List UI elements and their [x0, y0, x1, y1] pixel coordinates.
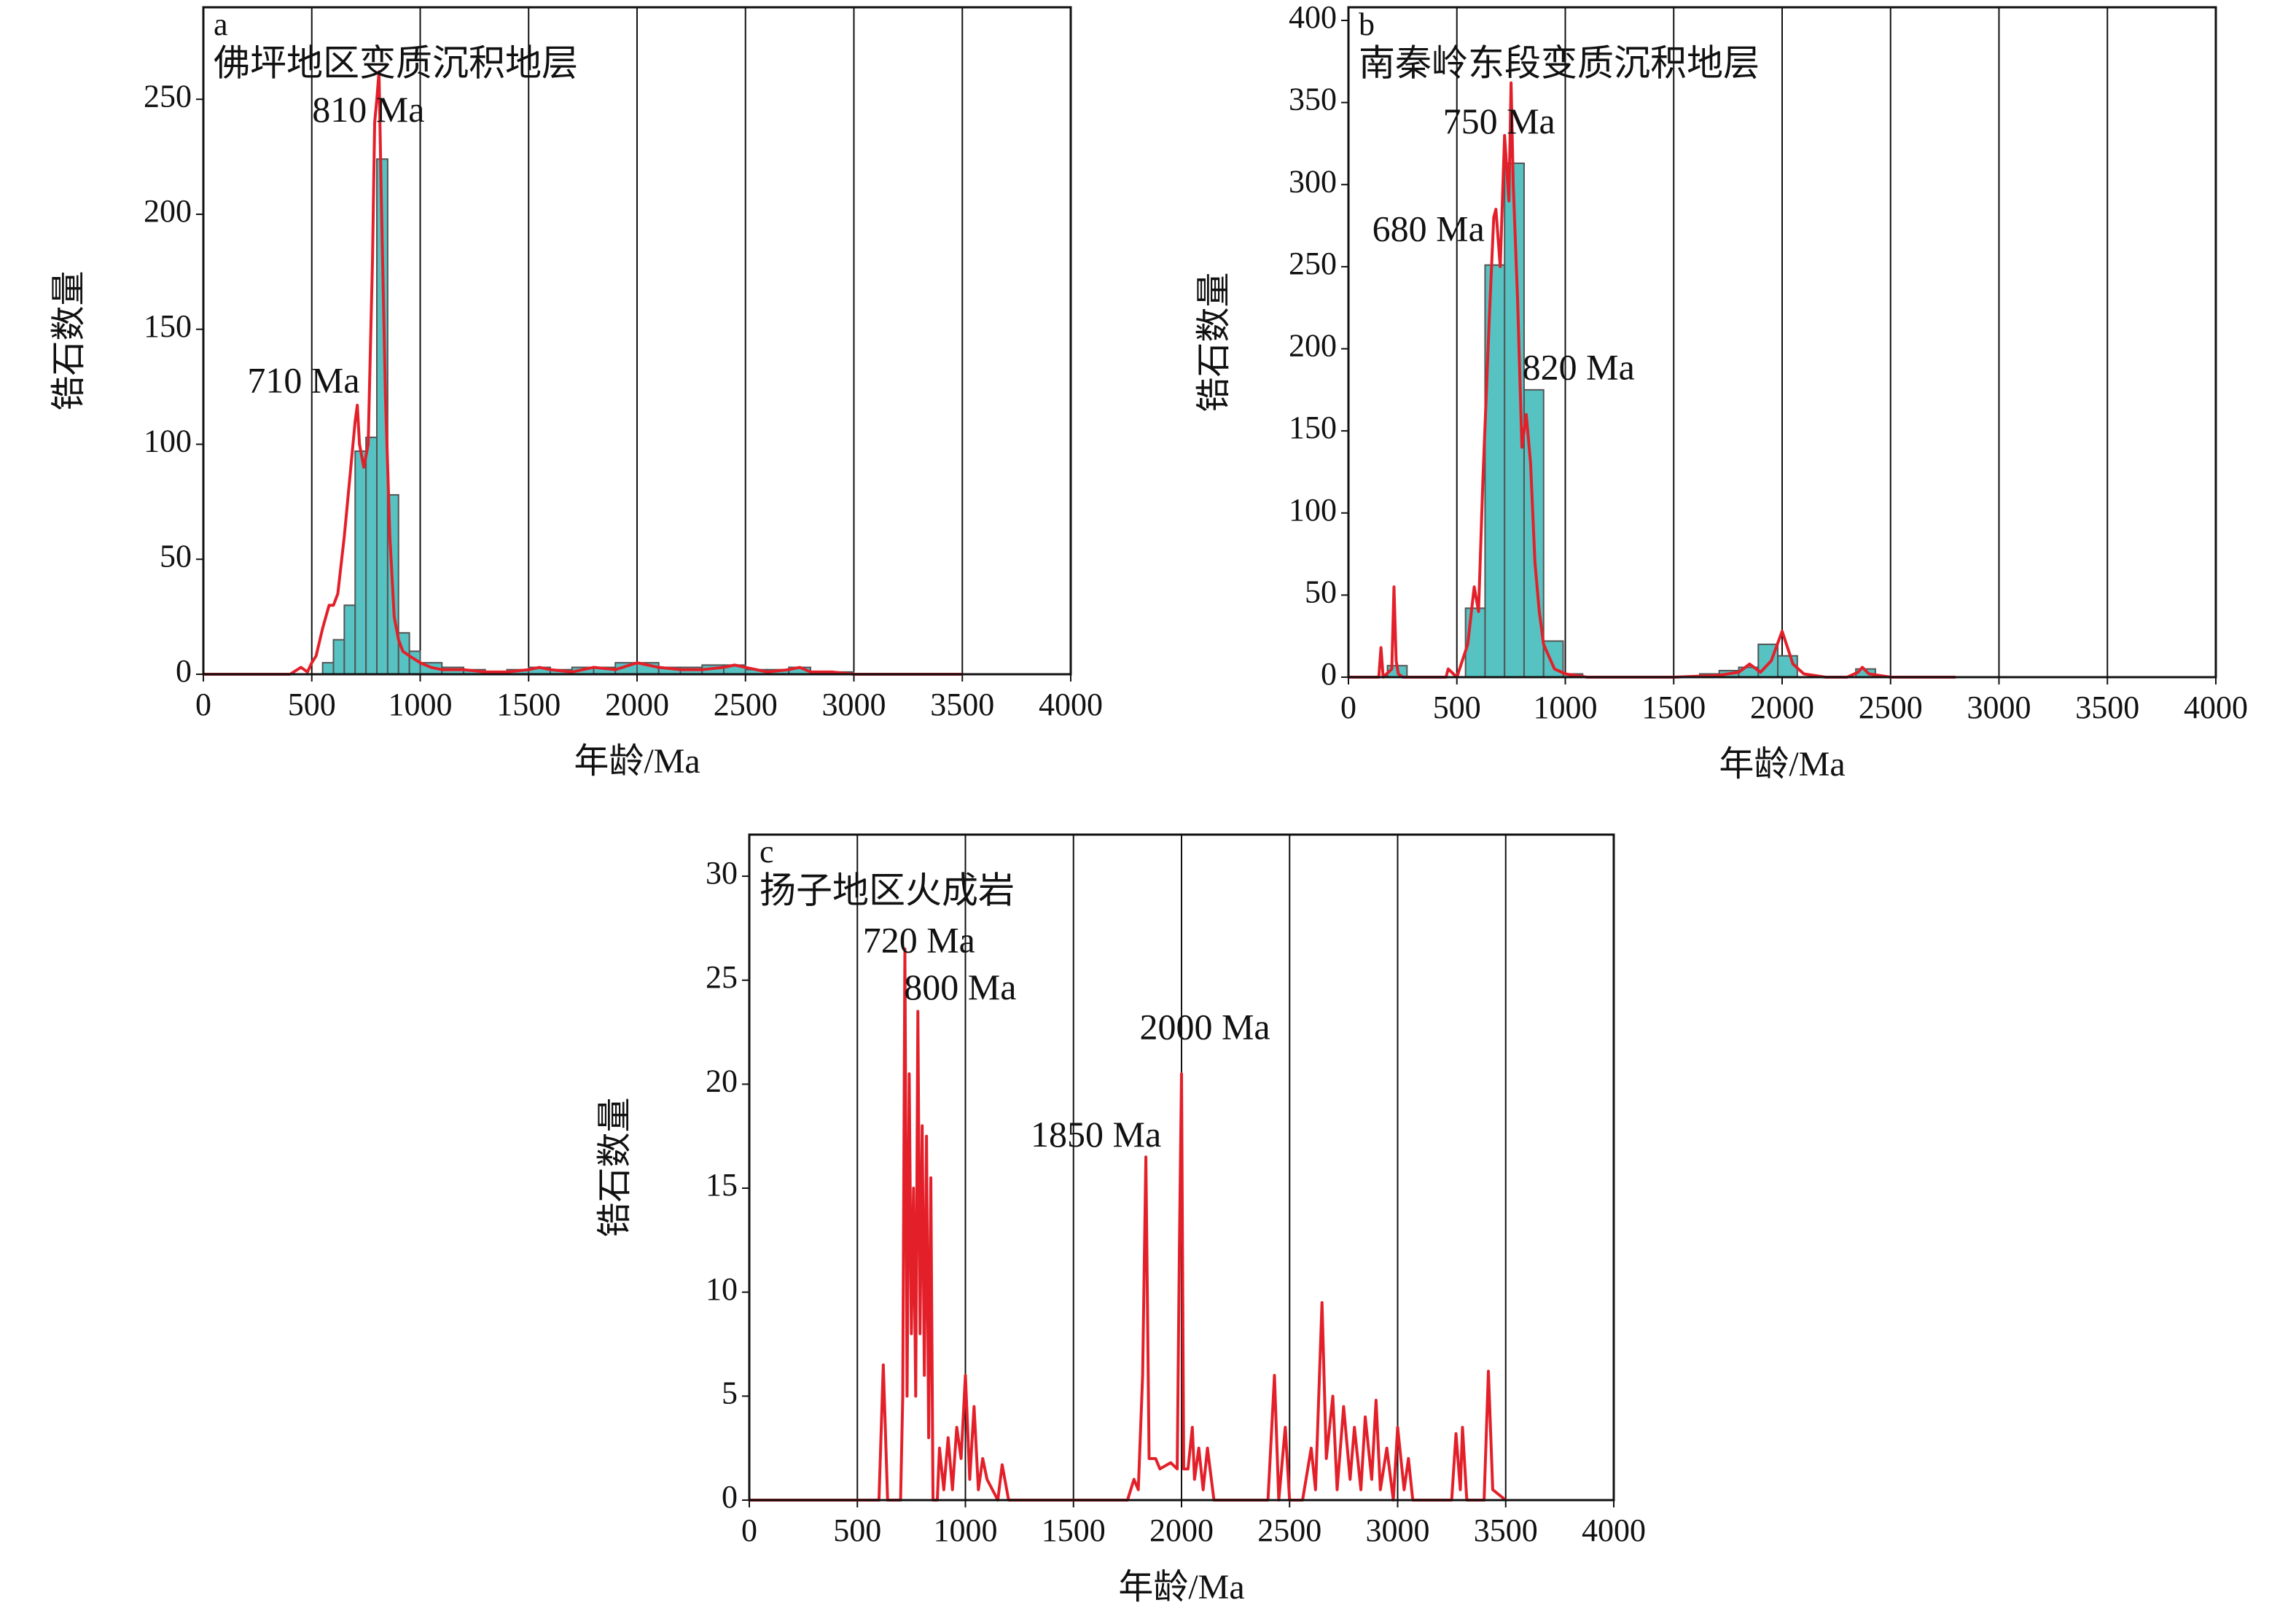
x-tick-label: 4000 [1039, 687, 1103, 722]
y-axis-title: 锆石数量 [50, 270, 88, 410]
x-tick-label: 500 [288, 687, 336, 722]
x-axis-title: 年龄/Ma [1719, 745, 1845, 784]
x-axis-title: 年龄/Ma [574, 742, 700, 781]
y-tick-label: 350 [1289, 82, 1337, 117]
y-tick-label: 15 [706, 1167, 738, 1203]
density-curve [749, 947, 1507, 1502]
x-tick-label: 3500 [930, 687, 994, 722]
peak-annotation: 820 Ma [1523, 347, 1635, 388]
bar [321, 662, 335, 675]
y-tick-label: 50 [1305, 574, 1337, 609]
x-tick-label: 3000 [1967, 690, 2031, 725]
x-tick-label: 4000 [2184, 690, 2248, 725]
y-tick-label: 0 [176, 653, 192, 689]
y-tick-label: 250 [144, 78, 192, 114]
y-tick-label: 50 [160, 538, 192, 574]
y-tick-label: 30 [706, 855, 738, 891]
x-tick-label: 0 [741, 1513, 757, 1548]
y-axis-title: 锆石数量 [1195, 272, 1233, 412]
peak-annotation: 710 Ma [247, 360, 359, 401]
x-tick-label: 3000 [822, 687, 886, 722]
x-tick-label: 2500 [1859, 690, 1923, 725]
y-tick-label: 10 [706, 1271, 738, 1307]
bar [354, 450, 367, 676]
y-tick-label: 150 [144, 308, 192, 344]
x-tick-label: 0 [195, 687, 211, 722]
peak-annotation: 2000 Ma [1139, 1006, 1270, 1047]
x-tick-label: 3500 [2075, 690, 2139, 725]
x-tick-label: 2000 [1149, 1513, 1214, 1548]
panel-label: b [1359, 7, 1375, 42]
y-tick-label: 100 [144, 424, 192, 459]
y-tick-label: 200 [1289, 328, 1337, 364]
panel-title: 扬子地区火成岩 [760, 870, 1015, 910]
panel-title: 佛坪地区变质沉积地层 [214, 42, 578, 83]
x-tick-label: 500 [833, 1513, 881, 1548]
y-tick-label: 300 [1289, 163, 1337, 199]
peak-annotation: 1850 Ma [1031, 1114, 1161, 1155]
x-tick-label: 1500 [1042, 1513, 1106, 1548]
x-tick-label: 2500 [714, 687, 778, 722]
panel-label: c [760, 834, 774, 870]
plot-frame [202, 6, 1072, 676]
bar [365, 437, 378, 675]
x-tick-label: 1500 [496, 687, 561, 722]
x-tick-label: 2000 [1750, 690, 1814, 725]
bar [332, 639, 345, 676]
x-tick-label: 2000 [605, 687, 669, 722]
peak-annotation: 750 Ma [1443, 101, 1555, 141]
x-tick-label: 0 [1340, 690, 1356, 725]
density-curve [203, 70, 963, 676]
peak-annotation: 680 Ma [1372, 208, 1485, 249]
y-tick-label: 5 [722, 1375, 738, 1410]
y-tick-label: 250 [1289, 246, 1337, 281]
x-tick-label: 2500 [1257, 1513, 1321, 1548]
y-tick-label: 100 [1289, 492, 1337, 528]
peak-annotation: 800 Ma [904, 967, 1016, 1007]
x-tick-label: 1000 [388, 687, 453, 722]
y-tick-label: 0 [1321, 656, 1337, 692]
y-tick-label: 200 [144, 193, 192, 229]
x-tick-label: 3000 [1366, 1513, 1430, 1548]
x-tick-label: 1000 [934, 1513, 998, 1548]
density-curve [1348, 81, 1956, 679]
y-tick-label: 150 [1289, 410, 1337, 445]
x-tick-label: 1500 [1641, 690, 1706, 725]
peak-annotation: 720 Ma [863, 919, 975, 960]
plot-frame [1347, 6, 2217, 679]
panel-title: 南秦岭东段变质沉积地层 [1359, 42, 1760, 83]
y-axis-title: 锆石数量 [596, 1097, 634, 1237]
y-tick-label: 20 [706, 1063, 738, 1098]
x-axis-title: 年龄/Ma [1118, 1568, 1244, 1607]
x-tick-label: 500 [1433, 690, 1481, 725]
x-tick-label: 1000 [1534, 690, 1598, 725]
x-tick-label: 3500 [1474, 1513, 1538, 1548]
peak-annotation: 810 Ma [312, 89, 424, 130]
plot-frame [748, 833, 1615, 1502]
bar [343, 604, 356, 676]
y-tick-label: 400 [1289, 0, 1337, 35]
y-tick-label: 0 [722, 1479, 738, 1515]
y-tick-label: 25 [706, 959, 738, 995]
panel-label: a [214, 7, 228, 42]
x-tick-label: 4000 [1582, 1513, 1646, 1548]
